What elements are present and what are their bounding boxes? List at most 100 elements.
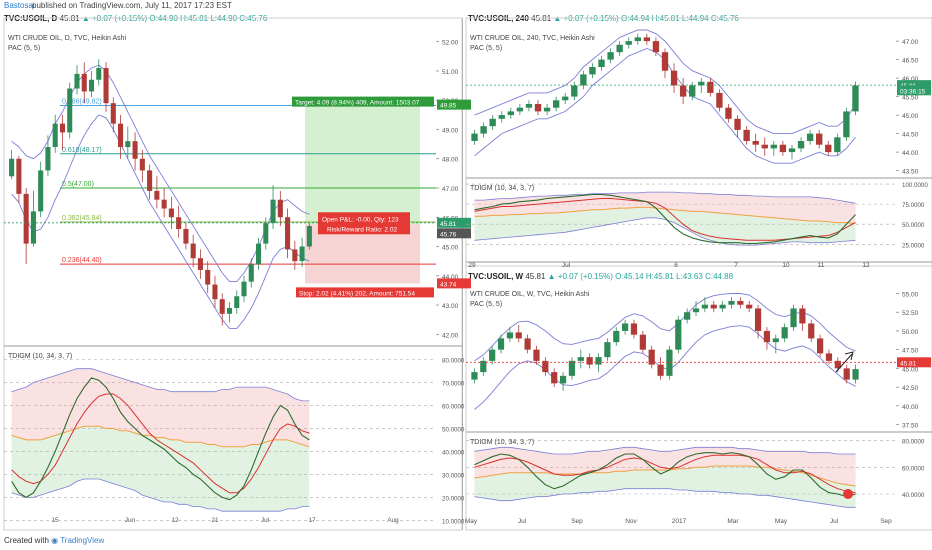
h4-candle-body: [725, 107, 732, 119]
h4-xtick-label: Jul: [562, 262, 571, 269]
weekly-change: +0.07 (+0.15%): [557, 272, 613, 281]
projection-arrow-icon: [835, 353, 853, 373]
daily-candle-body: [132, 141, 138, 159]
daily-candle-body: [74, 73, 80, 89]
weekly-candle-body: [622, 323, 629, 331]
daily-candle-body: [299, 246, 305, 262]
daily-indicator-band-upper: [11, 368, 310, 402]
weekly-candle-body: [533, 349, 540, 361]
weekly-candle-body: [834, 360, 841, 369]
h4-candle-body: [788, 148, 796, 153]
weekly-candle-body: [781, 327, 788, 339]
daily-xtick-label: Aug: [387, 517, 399, 524]
h4-candle-body: [489, 118, 496, 127]
daily-candle-body: [292, 249, 298, 262]
weekly-frame: [465, 265, 932, 531]
daily-candle-body: [96, 68, 102, 80]
h4-candle-body: [670, 70, 678, 86]
daily-indicator-ytick-label: 20.0000: [442, 495, 465, 502]
tradingview-brand[interactable]: TradingView: [60, 536, 105, 545]
weekly-candle-body: [489, 349, 496, 361]
weekly-candle-body: [595, 357, 602, 365]
daily-indicator-ytick-label: 70.0000: [442, 380, 465, 387]
weekly-pac-lower: [474, 325, 856, 410]
daily-indicator-band-lower: [11, 478, 310, 512]
daily-candle-body: [125, 141, 131, 148]
footer: Created with ◉ TradingView: [4, 536, 104, 545]
daily-price-tag: [437, 217, 471, 228]
daily-candle-body: [212, 284, 218, 300]
daily-candle-body: [59, 123, 66, 133]
h4-ytick-label: 44.00: [902, 150, 919, 157]
h4-candle-body: [698, 81, 705, 86]
daily-candle-body: [139, 158, 145, 171]
h4-candle-body: [797, 141, 805, 149]
weekly-pac-upper: [474, 293, 856, 362]
h4-candle-body: [806, 133, 814, 141]
weekly-candle-body: [808, 323, 815, 339]
h4-indicator-ytick-label: 75.0000: [902, 202, 925, 209]
weekly-low: L:43.63: [676, 272, 703, 281]
h4-candle-body: [480, 126, 487, 134]
h4-candle-body: [634, 37, 641, 42]
daily-candle-body: [38, 170, 44, 212]
weekly-candle-body: [577, 357, 584, 361]
weekly-ytick-label: 37.50: [902, 423, 919, 430]
fib-level-label: 0.236(44.40): [62, 257, 102, 264]
weekly-candle-body: [852, 369, 859, 380]
weekly-price-tag-text: 45.81: [900, 360, 917, 367]
daily-candle-body: [147, 170, 153, 191]
daily-candle-body: [88, 79, 95, 92]
daily-price-tag-text: 43.74: [440, 281, 457, 288]
weekly-open: O:45.14: [615, 272, 644, 281]
h4-xtick-label: 6: [674, 262, 678, 269]
weekly-candle-body: [799, 308, 806, 324]
daily-pac-upper: [11, 64, 310, 283]
h4-ytick-label: 44.50: [902, 132, 919, 139]
stop-label-box: [296, 287, 434, 298]
published-text: published on TradingView.com, July 11, 2…: [32, 1, 232, 10]
h4-indicator-ytick-label: 50.0000: [902, 222, 925, 229]
h4-price-tag-text: 03:36:15: [900, 88, 926, 95]
h4-candle-body: [679, 85, 687, 97]
weekly-candle-body: [710, 304, 717, 309]
weekly-symbol[interactable]: TVC:USOIL, W: [468, 272, 524, 281]
author-link[interactable]: Bastosai: [4, 1, 35, 10]
h4-candle-body: [607, 52, 614, 60]
weekly-indicator-ytick-label: 80.0000: [902, 439, 925, 446]
weekly-xtick-label: May: [465, 518, 478, 525]
daily-indicator-title: TDIGM (10, 34, 3, 7): [8, 353, 72, 360]
weekly-xtick-label: Nov: [625, 518, 637, 525]
daily-xtick-label: 12: [171, 517, 179, 524]
weekly-candle-body: [825, 353, 833, 361]
weekly-xtick-label: Mar: [727, 518, 739, 525]
weekly-candle-body: [728, 300, 735, 305]
daily-candle-body: [270, 199, 276, 224]
weekly-candle-body: [790, 308, 797, 328]
weekly-symbol-header: TVC:USOIL, W 45.81 ▲ +0.07 (+0.15%) O:45…: [468, 271, 733, 283]
daily-indicator-ytick-label: 40.0000: [442, 449, 465, 456]
h4-indicator-title: TDIGM (10, 34, 3, 7): [470, 185, 534, 192]
h4-candle-body: [507, 111, 514, 116]
daily-study-name: PAC (5, 5): [8, 45, 40, 52]
daily-xtick-label: Jul: [261, 517, 270, 524]
weekly-indicator-lower-fill: [474, 466, 856, 508]
weekly-xtick-label: Sep: [880, 518, 892, 525]
weekly-indicator-band-lower: [474, 488, 856, 508]
daily-candle-body: [118, 123, 124, 148]
daily-ytick-label: 44.00: [442, 274, 459, 281]
h4-candle-body: [562, 96, 569, 101]
h4-price-tag: [897, 80, 931, 91]
open-pl-label-text: Open P&L: -0.00, Qty: 123: [322, 216, 399, 223]
daily-candle-body: [52, 123, 58, 148]
daily-price-tag-text: 45.81: [440, 221, 457, 228]
h4-candle-body: [761, 144, 768, 149]
h4-ytick-label: 46.00: [902, 76, 919, 83]
h4-indicator-ytick-label: 100.0000: [902, 182, 928, 189]
weekly-candle-body: [497, 338, 505, 350]
daily-indicator-green-line: [11, 377, 310, 501]
daily-indicator-lower-fill: [11, 426, 310, 512]
h4-indicator-ytick-label: 25.0000: [902, 242, 925, 249]
weekly-indicator-upper-fill: [474, 447, 856, 486]
